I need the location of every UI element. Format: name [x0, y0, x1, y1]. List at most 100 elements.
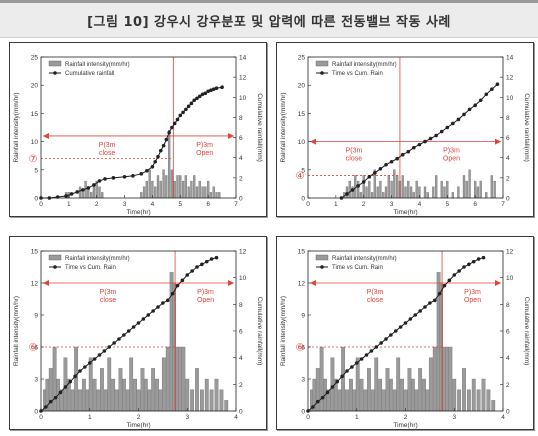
cumulative-point [400, 152, 405, 157]
cumulative-point [204, 259, 209, 264]
rainfall-bar [98, 186, 101, 199]
cumulative-point [151, 309, 155, 313]
legend-line-label: Time vs Cum. Rain [65, 265, 116, 271]
cumulative-point [185, 273, 190, 277]
rainfall-bar [129, 357, 134, 412]
y-axis-label: Rainfall intensity(mm/hr) [13, 296, 20, 366]
y2-tick-label: 6 [239, 329, 243, 336]
figure-title-band: [그림 10] 강우시 강우분포 및 압력에 따른 전동밸브 작동 사례 [0, 0, 538, 38]
rainfall-bar [176, 175, 179, 199]
rainfall-bar [198, 180, 201, 199]
cumulative-point [97, 353, 102, 357]
cumulative-point [156, 154, 160, 159]
cumulative-point [141, 317, 146, 321]
figure-title: [그림 10] 강우시 강우분포 및 압력에 따른 전동밸브 작동 사례 [87, 14, 451, 30]
y2-tick-label: 10 [506, 95, 514, 102]
cumulative-point [451, 121, 455, 126]
rainfall-bar [481, 378, 486, 412]
y2-tick-label: 4 [239, 155, 243, 162]
rainfall-bar [156, 175, 160, 199]
y2-tick-label: 14 [239, 55, 247, 62]
x-tick-label: 4 [151, 201, 155, 208]
y2-tick-label: 8 [239, 115, 243, 122]
cumulative-point [350, 365, 354, 369]
cumulative-point [389, 333, 393, 337]
rainfall-bar [381, 389, 386, 412]
x-tick-label: 3 [123, 201, 127, 208]
y-tick-label: 0 [34, 196, 38, 203]
zone-arrow-right-head [228, 132, 234, 139]
y2-tick-label: 8 [239, 302, 243, 309]
rainfall-bar [410, 378, 415, 412]
rainfall-bar [403, 389, 408, 412]
cumulative-point [408, 317, 413, 321]
rainfall-bar [201, 186, 204, 199]
legend-bar-label: Rainfall intensity(mm/hr) [332, 256, 397, 262]
rainfall-bar [162, 169, 165, 199]
rainfall-bar [330, 357, 335, 412]
x-tick-label: 2 [404, 414, 408, 421]
rainfall-bar [218, 192, 221, 199]
x-tick-label: 1 [67, 201, 71, 208]
rainfall-bar [465, 180, 468, 199]
cumulative-point [389, 159, 394, 164]
zone-label-close-line2: close [99, 150, 115, 157]
cumulative-point [330, 385, 335, 389]
cumulative-point [126, 329, 131, 333]
x-tick-label: 7 [501, 201, 505, 208]
cumulative-point [417, 142, 422, 147]
rainfall-bar [111, 378, 116, 412]
cumulative-point [165, 298, 170, 303]
rainfall-bar [181, 346, 186, 412]
zone-label-close-line2: close [100, 297, 116, 304]
cumulative-point [428, 301, 432, 305]
rainfall-bar [348, 180, 351, 199]
cumulative-point [122, 175, 127, 179]
y-tick-label: 10 [31, 139, 39, 146]
zone-arrow-left-head [310, 280, 316, 286]
rainfall-bar [443, 186, 446, 199]
y-tick-label: 6 [301, 345, 305, 352]
y-tick-label: 10 [298, 139, 306, 146]
rainfall-bar [151, 368, 156, 412]
rainfall-bar [190, 389, 195, 412]
cumulative-point [315, 399, 320, 404]
zone-arrow-right-head [228, 280, 234, 286]
y2-tick-label: 4 [506, 155, 510, 162]
cumulative-point [178, 113, 183, 118]
cumulative-point [423, 139, 427, 144]
cumulative-point [364, 353, 369, 357]
rainfall-bar [426, 192, 429, 199]
cumulative-point [80, 188, 85, 192]
cumulative-point [478, 98, 483, 103]
x-tick-label: 6 [206, 201, 210, 208]
rainfall-bar [170, 169, 174, 199]
rainfall-bar [491, 400, 496, 412]
cumulative-point [139, 172, 144, 176]
cumulative-point [373, 171, 377, 175]
y2-axis-label: Cumulative rainfall(mm) [523, 93, 530, 162]
cumulative-point [102, 349, 107, 353]
cumulative-point [175, 117, 180, 122]
rainfall-bar [448, 346, 453, 412]
cumulative-point [434, 133, 438, 138]
cumulative-point [189, 101, 194, 106]
cumulative-point [180, 278, 185, 283]
cumulative-point [374, 345, 379, 349]
zone-label-close-line1: P(3m [367, 289, 384, 296]
cumulative-point [131, 325, 136, 329]
rainfall-bar [404, 186, 407, 199]
cumulative-point [476, 257, 481, 261]
y2-tick-label: 6 [239, 135, 243, 142]
cumulative-point [398, 325, 403, 329]
rainfall-bar [396, 357, 401, 412]
rainfall-bar [337, 389, 342, 412]
x-tick-label: 0 [39, 201, 43, 208]
cumulative-point [403, 321, 408, 325]
y-tick-label: 25 [31, 55, 39, 62]
rainfall-bar [161, 357, 166, 412]
y-tick-label: 9 [301, 313, 305, 320]
rainfall-bar [407, 368, 412, 412]
rainfall-bar [457, 389, 462, 412]
